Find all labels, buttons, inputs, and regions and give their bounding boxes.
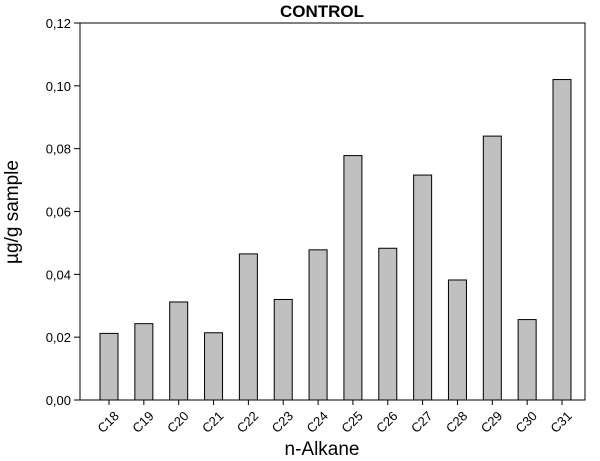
x-tick-label-c31: C31 — [547, 408, 574, 435]
x-axis-label: n-Alkane — [285, 439, 360, 460]
x-tick-label-c27: C27 — [408, 408, 435, 435]
bar-c23 — [273, 298, 293, 401]
bar-c22 — [238, 253, 258, 401]
x-tick-label-c22: C22 — [234, 408, 261, 435]
bar-c24 — [308, 249, 328, 401]
y-axis-ticks: 0,00 0,02 0,04 0,06 0,08 0,10 0,12 — [46, 16, 80, 408]
bar-c26 — [378, 247, 398, 401]
bar-c19 — [134, 323, 154, 401]
y-tick-label: 0,10 — [46, 79, 71, 94]
y-tick-label: 0,12 — [46, 16, 71, 31]
y-tick-label: 0,08 — [46, 142, 71, 157]
bar-c30 — [517, 319, 537, 401]
x-tick-label-c21: C21 — [199, 408, 226, 435]
x-tick-label-c25: C25 — [338, 408, 365, 435]
bars-group — [99, 79, 572, 401]
y-tick-label: 0,06 — [46, 205, 71, 220]
y-axis-label: µg/g sample — [2, 160, 23, 264]
x-tick-label-c24: C24 — [304, 408, 331, 435]
plot-frame — [79, 22, 586, 401]
x-tick-label-c18: C18 — [94, 408, 121, 435]
x-tick-label-c23: C23 — [269, 408, 296, 435]
y-tick-label: 0,02 — [46, 330, 71, 345]
x-tick-label-c20: C20 — [164, 408, 191, 435]
x-tick-label-c30: C30 — [513, 408, 540, 435]
x-tick-label-c26: C26 — [373, 408, 400, 435]
bar-c20 — [169, 301, 189, 401]
y-tick-label: 0,04 — [46, 267, 71, 282]
chart-title: CONTROL — [280, 2, 364, 21]
bar-c18 — [99, 332, 119, 401]
bar-c31 — [552, 79, 572, 401]
x-tick-label-c29: C29 — [478, 408, 505, 435]
x-axis-ticks: C18 C19 C20 C21 C22 C23 C24 C25 C26 C27 C28 C29 C30 C… — [94, 400, 575, 436]
bar-c27 — [413, 174, 433, 401]
x-tick-label-c28: C28 — [443, 408, 470, 435]
bar-c29 — [482, 135, 502, 401]
bar-c21 — [204, 332, 224, 401]
y-tick-label: 0,00 — [46, 393, 71, 408]
bar-c25 — [343, 155, 363, 401]
x-tick-label-c19: C19 — [129, 408, 156, 435]
bar-c28 — [447, 279, 467, 401]
